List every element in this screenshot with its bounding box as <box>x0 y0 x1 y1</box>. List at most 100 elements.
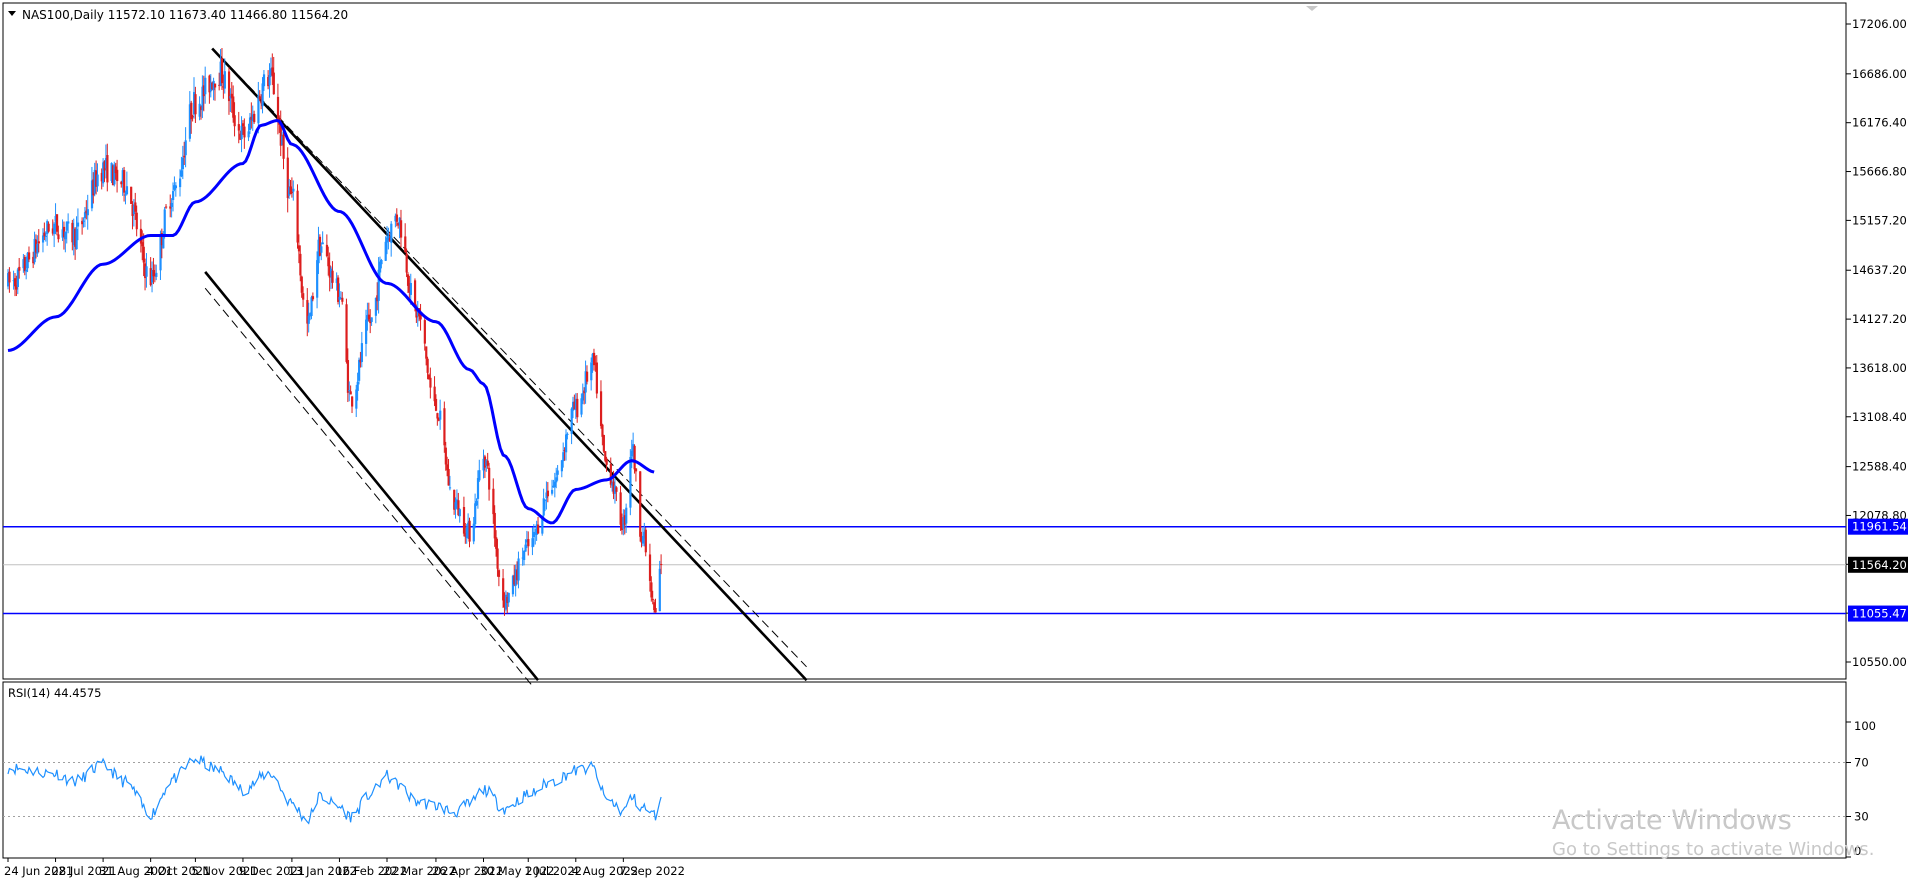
time-tick-label: 5 Nov 2021 <box>191 864 257 878</box>
time-tick-label: 24 Jun 2021 <box>4 864 73 878</box>
candle-body-down <box>258 96 261 100</box>
current-price-tag <box>1848 556 1908 573</box>
candle-body-up <box>145 266 148 277</box>
candle-body-down <box>23 257 26 272</box>
candle-body-up <box>555 477 558 483</box>
candle-body-down <box>152 270 155 277</box>
candle-body-down <box>633 445 636 470</box>
candle-body-down <box>397 222 400 226</box>
candle-body-up <box>172 191 175 201</box>
rsi-line[interactable] <box>7 755 662 825</box>
candle-body-down <box>464 533 467 537</box>
candle-body-down <box>120 181 123 185</box>
candle-body-up <box>523 550 526 561</box>
candle-body-down <box>239 133 242 140</box>
candle-body-up <box>485 460 488 466</box>
candle-body-up <box>309 313 312 317</box>
candle-body-down <box>601 424 604 437</box>
time-tick-label: 16 Feb 2022 <box>335 864 407 878</box>
candle-body-down <box>423 320 426 344</box>
candle-body-up <box>83 212 87 219</box>
candle-body-up <box>625 507 628 524</box>
candle-body-down <box>253 113 256 123</box>
candle-body-down <box>650 582 653 598</box>
candle-body-up <box>551 489 554 494</box>
candle-body-up <box>61 229 64 238</box>
candle-body-down <box>585 371 589 382</box>
candle-body-down <box>169 206 172 209</box>
price-level-lines <box>3 525 1846 615</box>
candle-body-down <box>623 515 626 525</box>
channel-dashed-trendline[interactable] <box>218 54 807 668</box>
candle-body-up <box>409 282 412 295</box>
candle-body-down <box>537 524 540 534</box>
candle-body-up <box>570 408 573 434</box>
candle-body-up <box>65 221 68 231</box>
candle-body-down <box>271 67 274 76</box>
channel-trendline[interactable] <box>211 47 808 682</box>
candle-body-down <box>413 280 417 307</box>
candle-body-up <box>125 186 129 195</box>
price-tags: 11961.54 11055.47 11564.20 <box>1848 518 1908 622</box>
candle-body-up <box>348 390 351 392</box>
candle-body-down <box>415 306 418 318</box>
channel-dashed-trendline[interactable] <box>204 287 533 687</box>
candle-body-down <box>250 116 253 120</box>
candle-body-up <box>556 470 559 475</box>
candle-body-up <box>268 75 271 86</box>
candle-body-up <box>553 481 557 488</box>
candle-body-down <box>599 391 603 427</box>
chart-header: NAS100,Daily 11572.10 11673.40 11466.80 … <box>22 8 348 22</box>
candle-body-down <box>130 186 133 204</box>
candle-body-down <box>260 101 263 104</box>
candle-body-down <box>359 359 362 363</box>
candle-body-down <box>349 391 352 395</box>
candle-body-up <box>658 568 661 612</box>
candle-body-down <box>369 319 372 324</box>
symbol-menu-chevron-icon[interactable] <box>8 11 16 16</box>
candle-body-down <box>376 295 379 302</box>
candle-body-up <box>288 187 291 196</box>
time-tick-label: 13 Jan 2022 <box>288 864 357 878</box>
candle-body-up <box>574 398 577 410</box>
candle-body-down <box>443 408 446 446</box>
candle-body-up <box>132 205 136 215</box>
channel-trendline[interactable] <box>204 271 540 682</box>
candle-body-up <box>535 524 538 535</box>
candle-body-down <box>546 490 550 497</box>
candle-body-down <box>267 77 270 87</box>
candle-body-down <box>62 226 66 237</box>
time-tick-label: 4 Oct 2021 <box>147 864 211 878</box>
candle-body-down <box>427 374 431 380</box>
candle-body-down <box>654 608 657 613</box>
candle-body-up <box>377 269 380 301</box>
candle-body-down <box>286 157 289 198</box>
candle-body-up <box>532 531 536 538</box>
candle-body-down <box>153 273 157 277</box>
candle-body-down <box>609 464 612 485</box>
scroll-marker-icon[interactable] <box>1306 6 1318 11</box>
candle-body-down <box>615 487 618 492</box>
candle-body-down <box>433 386 436 402</box>
candle-body-up <box>356 381 359 391</box>
candle-body-down <box>141 242 144 247</box>
candle-body-down <box>220 58 224 84</box>
candle-body-down <box>116 169 119 182</box>
candle-body-down <box>160 233 164 246</box>
candle-body-up <box>124 194 127 196</box>
candle-body-up <box>22 259 25 269</box>
price-tick-label: 16176.40 <box>1852 116 1907 130</box>
candle-body-down <box>346 360 350 393</box>
price-tick-label: 14637.20 <box>1852 263 1907 277</box>
candle-body-down <box>648 554 652 581</box>
candle-body-up <box>162 236 165 249</box>
candle-body-up <box>544 499 547 501</box>
price-tick-label: 12588.40 <box>1852 460 1907 474</box>
candle-body-up <box>261 83 264 107</box>
candle-body-up <box>566 433 569 435</box>
candle-body-down <box>495 537 498 549</box>
moving-average-line[interactable] <box>7 118 655 525</box>
candle-body-down <box>302 293 305 300</box>
candle-body-up <box>504 594 508 610</box>
